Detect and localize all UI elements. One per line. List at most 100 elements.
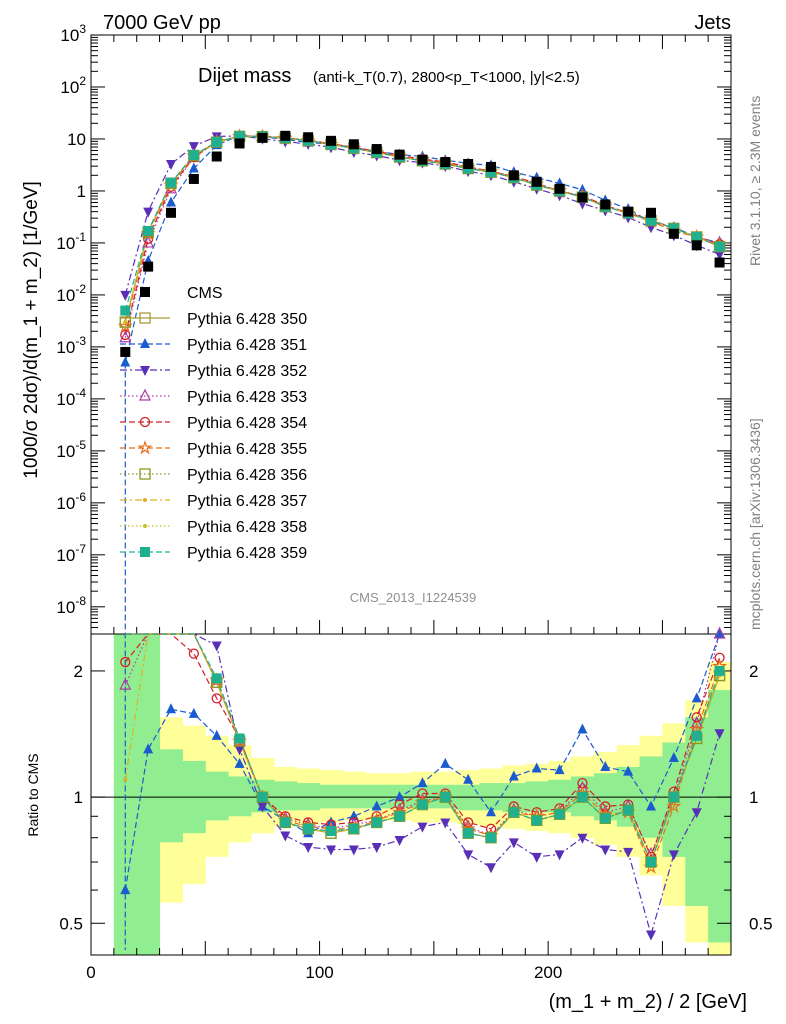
marker-filled-square [577, 792, 588, 803]
marker-filled-triangle-up [394, 791, 405, 802]
band-inner-bin [319, 784, 343, 809]
marker-filled-triangle-up [668, 751, 679, 762]
marker-filled-triangle-down [394, 836, 405, 847]
marker-filled-square [234, 131, 245, 142]
marker-filled-square [371, 144, 382, 155]
band-inner-bin [228, 776, 252, 817]
marker-filled-triangle-down [440, 818, 451, 829]
marker-filled-square [554, 183, 565, 194]
series-markers [117, 128, 728, 941]
marker-open-circle [120, 329, 131, 341]
header-left: 7000 GeV pp [103, 12, 221, 34]
ratio-line [125, 633, 721, 864]
marker-filled-square [326, 135, 336, 146]
y-tick-label: 1 [77, 182, 86, 201]
marker-filled-triangle-up [120, 356, 131, 367]
marker-filled-square [531, 176, 542, 187]
marker-filled-triangle-up [143, 743, 154, 754]
marker-open-circle [188, 648, 200, 659]
marker-filled-square [440, 792, 451, 803]
band-inner-bin [159, 749, 183, 843]
y-tick-label: 10-5 [56, 438, 86, 461]
marker-filled-triangle-down [714, 729, 725, 740]
marker-filled-square [440, 157, 451, 168]
legend: CMS Pythia 6.428 350 Pythia 6.428 351 Pythi… [120, 285, 307, 562]
marker-filled-triangle-down [326, 845, 336, 856]
marker-filled-triangle-up [531, 762, 542, 773]
marker-filled-square [140, 547, 150, 557]
marker-filled-triangle-down [120, 290, 131, 301]
y-tick-label: 103 [60, 22, 86, 45]
marker-open-circle [139, 416, 151, 428]
marker-filled-triangle-down [188, 142, 199, 153]
ratio-line [124, 633, 721, 859]
marker-filled-triangle-down [623, 847, 634, 858]
marker-filled-square [234, 733, 245, 744]
legend-label: Pythia 6.428 352 [187, 363, 307, 380]
marker-filled-triangle-down [600, 845, 611, 856]
marker-filled-square [257, 792, 268, 803]
marker-small-dot [143, 524, 147, 528]
marker-filled-triangle-up [188, 162, 199, 173]
band-inner-bin [365, 784, 389, 809]
band-inner-bin [502, 783, 526, 813]
marker-filled-square [303, 132, 314, 143]
marker-filled-square [691, 730, 702, 741]
marker-open-star [117, 318, 133, 333]
series-line [124, 134, 720, 363]
marker-filled-square [691, 240, 702, 251]
marker-filled-square [600, 813, 611, 824]
marker-filled-square [166, 177, 176, 188]
marker-filled-square [463, 158, 474, 169]
band-inner-bin [113, 634, 138, 955]
ratio-y-tick-label: 1 [74, 788, 83, 807]
marker-filled-square [463, 828, 474, 839]
marker-filled-square [417, 799, 428, 810]
marker-filled-triangle-up [577, 723, 588, 734]
marker-filled-square [417, 154, 428, 165]
marker-filled-triangle-down [257, 802, 268, 813]
marker-open-circle [462, 817, 474, 828]
marker-filled-triangle-up [120, 884, 131, 895]
marker-filled-square [554, 809, 565, 820]
rivet-label: Rivet 3.1.10, ≥ 2.3M events [747, 96, 763, 266]
marker-filled-triangle-down [486, 863, 496, 874]
band-inner-bin [342, 784, 366, 809]
ratio-y-tick-label: 2 [749, 662, 758, 681]
marker-filled-square [211, 151, 222, 162]
marker-filled-square [714, 665, 725, 676]
marker-filled-triangle-down [234, 745, 245, 756]
ratio-y-tick-label: 1 [749, 788, 758, 807]
legend-label: Pythia 6.428 356 [187, 467, 307, 484]
band-inner-bin [273, 781, 298, 811]
marker-filled-triangle-up [417, 777, 428, 788]
marker-filled-square [348, 139, 359, 150]
marker-filled-square [668, 792, 679, 803]
marker-open-triangle-up [119, 330, 132, 343]
marker-filled-square [646, 207, 656, 218]
marker-filled-triangle-down [348, 845, 359, 856]
marker-filled-square [120, 346, 131, 357]
marker-filled-triangle-down [531, 852, 542, 863]
marker-filled-triangle-down [463, 850, 474, 861]
chart-title: Dijet mass [198, 65, 291, 87]
marker-filled-triangle-up [554, 764, 565, 775]
marker-filled-square [211, 136, 222, 147]
marker-filled-triangle-up [348, 810, 359, 821]
marker-small-dot [123, 777, 128, 782]
legend-label: Pythia 6.428 358 [187, 519, 307, 536]
marker-filled-square [120, 305, 131, 316]
marker-filled-square [646, 857, 656, 868]
marker-open-circle [211, 693, 222, 704]
marker-filled-square [280, 817, 291, 828]
marker-filled-square [188, 173, 199, 184]
marker-filled-square [623, 206, 634, 217]
marker-filled-triangle-down [691, 808, 702, 819]
marker-filled-triangle-up [440, 757, 451, 768]
y-tick-label: 10-3 [56, 334, 86, 357]
marker-filled-triangle-down [211, 641, 222, 652]
y-tick-label: 10-4 [56, 386, 86, 409]
legend-label: Pythia 6.428 357 [187, 493, 307, 510]
legend-label: Pythia 6.428 359 [187, 545, 307, 562]
marker-open-circle [394, 799, 405, 810]
